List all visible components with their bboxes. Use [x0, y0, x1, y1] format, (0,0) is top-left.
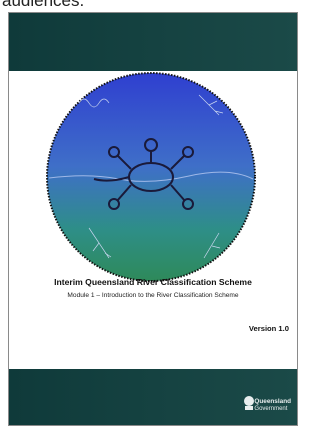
logo-crest	[244, 396, 254, 410]
document-version: Version 1.0	[249, 324, 289, 333]
document-cover: Interim Queensland River Classification …	[8, 12, 298, 426]
document-title: Interim Queensland River Classification …	[9, 277, 297, 287]
document-subtitle: Module 1 – Introduction to the River Cla…	[9, 292, 297, 299]
emblem-circle	[47, 73, 255, 281]
logo-line1: Queensland	[254, 398, 291, 405]
logo: Queensland Government	[254, 398, 291, 413]
logo-line2: Government	[254, 406, 287, 412]
header-band	[9, 13, 298, 71]
top-text: audiences.	[2, 0, 84, 11]
page: audiences.	[0, 0, 304, 432]
cover-art	[9, 13, 298, 426]
